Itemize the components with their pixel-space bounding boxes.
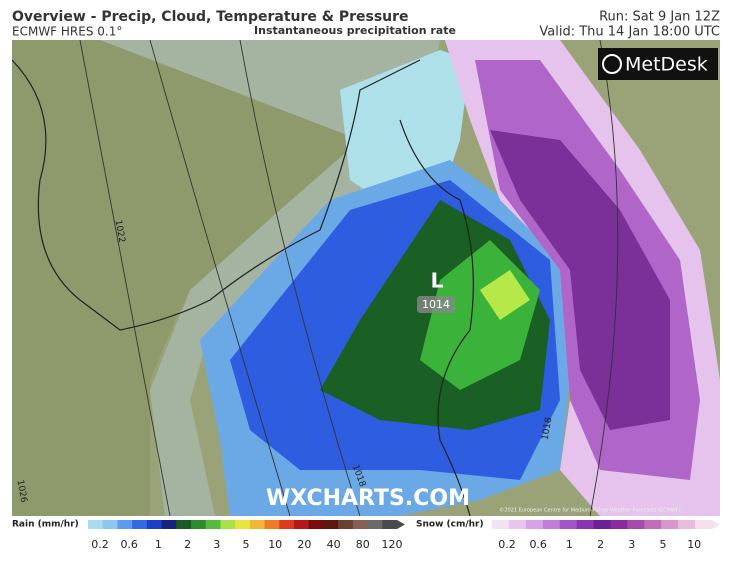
map: 1022 1018 1018 1026 L 1014 WXCHARTS.COM …: [12, 40, 720, 516]
isobar-label: 1022: [113, 219, 127, 243]
rain-light-green: [480, 270, 530, 320]
color-bin: [220, 520, 236, 529]
color-bin: [661, 520, 679, 529]
color-bin: [249, 520, 266, 529]
color-bin: [627, 520, 645, 529]
snow-heavy: [490, 130, 670, 430]
color-bin: [644, 520, 662, 529]
logo-box: [598, 48, 718, 80]
coastline: [12, 59, 474, 516]
bar-arrow: [712, 520, 720, 529]
tick-label: 120: [382, 538, 403, 551]
tick-label: 10: [268, 538, 282, 551]
isobar-label: 1018: [541, 416, 555, 441]
tick-label: 0.2: [498, 538, 516, 551]
color-bin: [593, 520, 611, 529]
isobar-label: 1026: [15, 479, 29, 504]
snow-colorbar: 0.2 0.6 1 2 3 5 10: [492, 520, 720, 551]
tick-label: 10: [687, 538, 701, 551]
tick-label: 1: [155, 538, 162, 551]
logo: MetDesk: [625, 54, 708, 76]
tick-label: 3: [628, 538, 635, 551]
tick-label: 2: [597, 538, 604, 551]
color-bin: [382, 520, 398, 529]
color-bin: [610, 520, 628, 529]
color-bin: [146, 520, 163, 529]
model: ECMWF HRES 0.1°: [12, 25, 122, 39]
color-bin: [367, 520, 383, 529]
tick-label: 3: [213, 538, 220, 551]
color-bin: [117, 520, 133, 529]
color-bin: [338, 520, 354, 529]
color-bin: [308, 520, 324, 529]
valid: Valid: Thu 14 Jan 18:00 UTC: [539, 25, 720, 40]
tick-label: 0.6: [120, 538, 138, 551]
tick-label: 5: [243, 538, 250, 551]
tick-label: 80: [356, 538, 370, 551]
pressure: 1014: [422, 298, 450, 311]
color-bin: [352, 520, 369, 529]
color-bin: [88, 520, 104, 529]
logo-icon: [602, 54, 622, 74]
color-bin: [525, 520, 544, 529]
color-bin: [508, 520, 527, 529]
color-bin: [695, 520, 713, 529]
color-bin: [492, 520, 510, 529]
color-bin: [191, 520, 207, 529]
copyright: ©2021 European Centre for Medium-Range W…: [499, 507, 680, 514]
color-bin: [132, 520, 148, 529]
title: Overview - Precip, Cloud, Temperature & …: [12, 9, 409, 25]
tick-label: 40: [327, 538, 341, 551]
color-bin: [294, 520, 310, 529]
color-bin: [235, 520, 251, 529]
color-bin: [279, 520, 295, 529]
subtitle: Instantaneous precipitation rate: [254, 24, 456, 37]
tick-label: 1: [566, 538, 573, 551]
pressure-box: [417, 296, 455, 313]
tick-label: 2: [184, 538, 191, 551]
low-label: L: [431, 269, 444, 293]
color-bin: [576, 520, 595, 529]
color-bin: [542, 520, 561, 529]
color-bin: [559, 520, 578, 529]
color-bin: [102, 520, 118, 529]
run: Run: Sat 9 Jan 12Z: [599, 10, 720, 25]
tick-label: 5: [660, 538, 667, 551]
tick-label: 0.6: [529, 538, 547, 551]
rain-colorbar: 0.2 0.6 1 2 3 5 10 20 40 80 120: [88, 520, 405, 551]
isobar: [239, 40, 361, 516]
isobar: [589, 40, 619, 516]
color-bin: [323, 520, 339, 529]
color-bin: [176, 520, 192, 529]
bar-arrow: [397, 520, 405, 529]
watermark: WXCHARTS.COM: [266, 486, 470, 511]
tick-label: 0.2: [91, 538, 109, 551]
isobar: [79, 40, 171, 516]
color-bin: [161, 520, 177, 529]
color-bin: [264, 520, 280, 529]
snow-legend-label: Snow (cm/hr): [416, 520, 484, 530]
color-bin: [205, 520, 221, 529]
tick-label: 20: [297, 538, 311, 551]
color-bin: [678, 520, 696, 529]
isobar: [149, 40, 291, 516]
rain-legend-label: Rain (mm/hr): [12, 520, 79, 530]
